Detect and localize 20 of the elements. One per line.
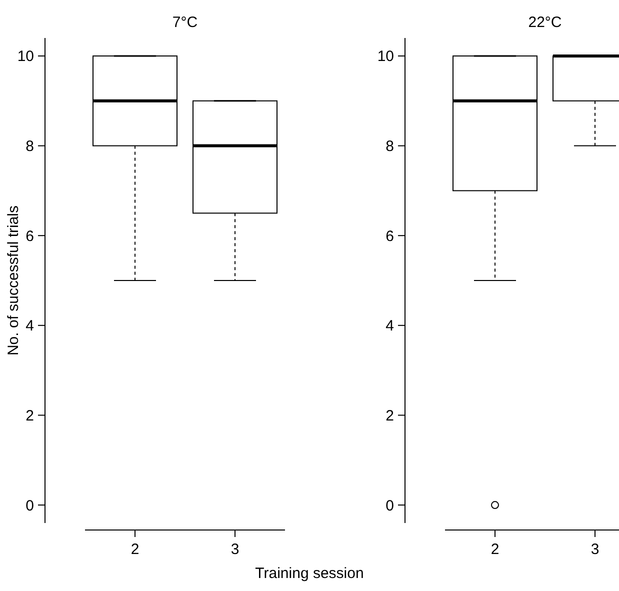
x-tick-label: 2 [130,541,140,558]
y-tick-label: 2 [386,407,394,424]
x-axis-title: Training session [255,565,364,582]
y-tick-label: 10 [17,48,34,66]
y-tick-label: 6 [26,228,34,245]
y-tick-label: 2 [26,407,34,424]
chart-title: 22°C [528,14,562,31]
y-tick-label: 6 [386,228,394,245]
x-tick-label: 2 [490,541,500,558]
chart-title: 7°C [172,14,198,31]
y-tick-label: 0 [26,497,34,514]
y-tick-label: 10 [377,48,394,66]
y-tick-label: 8 [386,138,394,156]
y-tick-label: 0 [386,497,394,514]
y-axis-title: No. of successful trials [5,205,22,356]
y-tick-label: 4 [386,318,394,335]
y-tick-label: 8 [26,138,34,156]
y-tick-label: 4 [26,318,34,335]
x-tick-label: 3 [590,541,600,558]
x-tick-label: 3 [230,541,240,558]
